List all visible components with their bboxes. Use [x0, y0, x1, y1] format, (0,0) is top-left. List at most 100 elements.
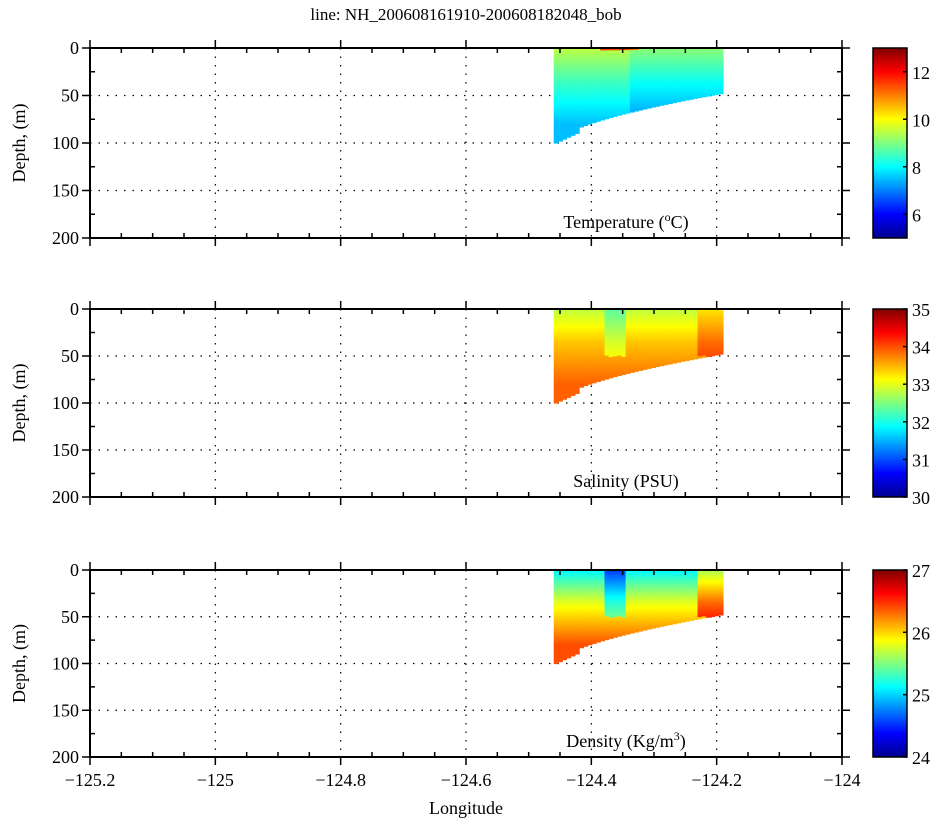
- colorbar-tick-label: 32: [912, 413, 930, 433]
- data-cell: [574, 53, 580, 58]
- data-cell: [557, 358, 563, 362]
- data-cell: [625, 599, 631, 603]
- data-cell: [553, 79, 559, 84]
- data-cell: [701, 78, 707, 82]
- data-cell: [634, 317, 639, 320]
- data-cell: [667, 604, 673, 607]
- data-cell: [596, 77, 601, 81]
- data-cell: [634, 346, 639, 350]
- data-cell: [608, 636, 614, 639]
- data-cell: [638, 362, 644, 365]
- data-cell: [689, 309, 694, 312]
- data-cell: [566, 385, 572, 389]
- data-cell: [646, 312, 652, 316]
- data-cell: [625, 110, 631, 114]
- data-cell: [663, 74, 669, 77]
- data-cell: [596, 574, 601, 578]
- data-cell: [629, 588, 635, 592]
- data-cell: [553, 86, 559, 90]
- data-cell: [604, 76, 610, 80]
- data-cell: [663, 588, 669, 591]
- data-cell: [642, 357, 648, 360]
- data-cell: [659, 348, 665, 352]
- data-cell: [651, 604, 656, 608]
- data-cell: [579, 84, 584, 89]
- data-cell: [684, 324, 690, 327]
- data-cell: [587, 103, 593, 107]
- data-cell: [570, 644, 576, 648]
- data-cell: [710, 315, 716, 318]
- data-cell: [617, 344, 623, 348]
- data-cell: [553, 399, 559, 404]
- data-cell: [646, 334, 652, 338]
- panel-label-end: C): [671, 212, 689, 233]
- data-cell: [710, 582, 716, 585]
- data-cell: [693, 48, 699, 51]
- data-cell: [676, 76, 682, 79]
- data-cell: [642, 333, 648, 336]
- data-cell: [625, 347, 631, 351]
- data-cell: [591, 358, 597, 362]
- data-cell: [638, 103, 644, 107]
- data-cell: [710, 85, 716, 88]
- data-cell: [600, 91, 606, 95]
- data-cell: [689, 58, 694, 61]
- data-cell: [629, 584, 635, 588]
- data-cell: [553, 108, 559, 112]
- data-cell: [629, 321, 635, 325]
- data-cell: [701, 606, 707, 609]
- data-cell: [655, 349, 661, 352]
- data-cell: [642, 609, 648, 613]
- data-cell: [604, 332, 610, 336]
- data-cell: [697, 330, 703, 333]
- data-cell: [600, 624, 606, 628]
- data-cell: [608, 64, 614, 68]
- data-cell: [693, 345, 699, 348]
- data-cell: [604, 341, 610, 345]
- data-cell: [646, 362, 652, 365]
- data-cell: [684, 91, 690, 94]
- colorbar-gradient: [872, 569, 908, 758]
- data-cell: [663, 318, 669, 321]
- data-cell: [570, 578, 576, 583]
- data-cell: [579, 598, 584, 602]
- data-cell: [612, 73, 618, 76]
- data-cell: [621, 315, 627, 319]
- data-cell: [621, 76, 627, 80]
- data-cell: [667, 68, 673, 71]
- data-cell: [608, 98, 614, 102]
- data-cell: [629, 311, 635, 314]
- data-cell: [574, 623, 580, 627]
- data-cell: [706, 315, 711, 318]
- data-cell: [553, 644, 559, 649]
- data-cell: [710, 49, 716, 52]
- data-cell: [714, 80, 720, 83]
- data-cell: [693, 322, 699, 325]
- data-cell: [718, 589, 724, 592]
- data-cell: [680, 62, 686, 65]
- data-cell: [570, 53, 576, 58]
- data-cell: [591, 343, 597, 347]
- data-cell: [634, 342, 639, 345]
- data-cell: [587, 314, 593, 318]
- data-cell: [672, 593, 678, 596]
- data-cell: [625, 69, 631, 73]
- data-cell: [600, 377, 606, 381]
- data-cell: [663, 336, 669, 340]
- data-cell: [684, 310, 690, 314]
- data-cell: [583, 572, 589, 576]
- data-cell: [684, 67, 690, 70]
- data-cell: [579, 92, 584, 96]
- data-cell: [612, 603, 618, 607]
- data-cell: [693, 617, 699, 621]
- data-cell: [612, 63, 618, 67]
- data-cell: [693, 591, 699, 594]
- data-cell: [638, 358, 644, 361]
- data-cell: [583, 347, 589, 351]
- data-cell: [617, 95, 623, 98]
- data-cell: [676, 310, 682, 314]
- data-cell: [625, 324, 631, 327]
- data-cell: [693, 96, 699, 99]
- data-cell: [587, 639, 593, 643]
- data-cell: [604, 614, 610, 617]
